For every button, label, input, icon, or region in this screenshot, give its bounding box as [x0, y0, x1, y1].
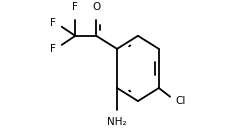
Text: F: F	[72, 2, 78, 12]
Text: O: O	[92, 2, 100, 12]
Text: F: F	[50, 44, 56, 54]
Text: F: F	[50, 18, 56, 28]
Text: Cl: Cl	[176, 96, 186, 106]
Text: NH₂: NH₂	[107, 117, 127, 127]
